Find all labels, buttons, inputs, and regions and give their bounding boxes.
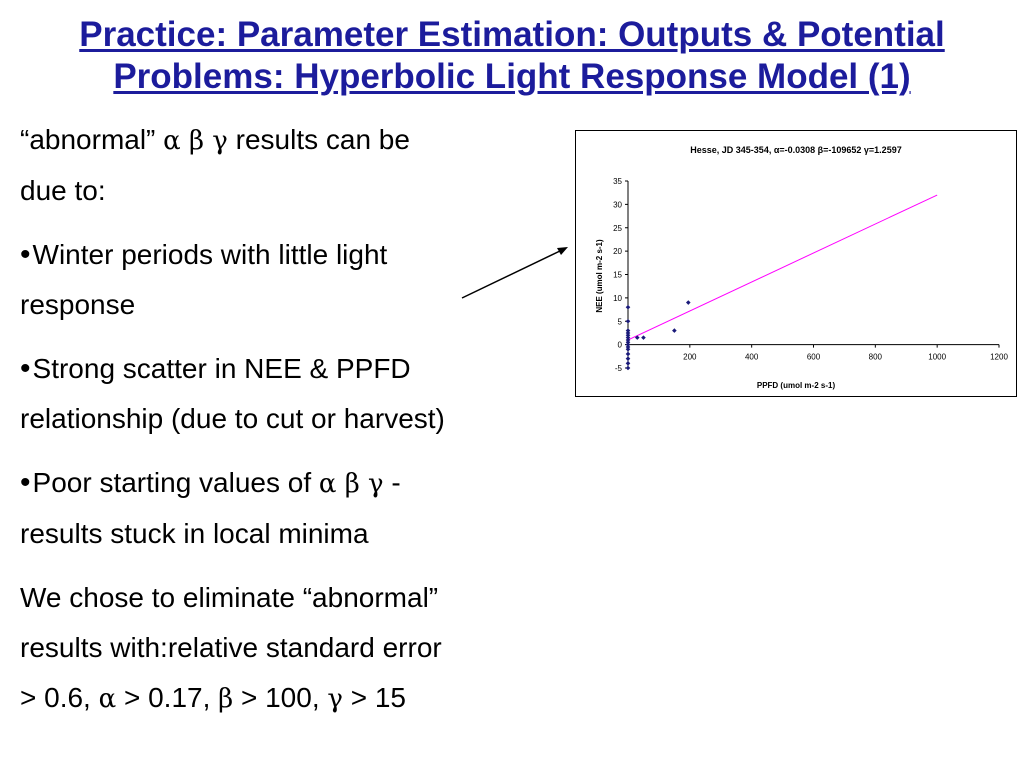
- data-point: [625, 356, 631, 361]
- conclusion-alpha: α: [98, 684, 117, 714]
- x-tick-label: 600: [807, 353, 821, 362]
- conclusion-part-4: > 15: [342, 682, 406, 713]
- nee-ppfd-chart: Hesse, JD 345-354, α=-0.0308 β=-109652 γ…: [575, 130, 1017, 397]
- conclusion-line-2: results with:relative standard error: [20, 632, 442, 663]
- y-tick-label: 10: [613, 294, 622, 303]
- bullet-scatter: •Strong scatter in NEE & PPFD relationsh…: [20, 344, 585, 444]
- bullet-3-line-2: results stuck in local minima: [20, 518, 369, 549]
- bullet-starting-values: •Poor starting values of α β γ - results…: [20, 458, 585, 559]
- chart-x-axis-label: PPFD (umol m-2 s-1): [757, 381, 836, 390]
- chart-y-axis-label: NEE (umol m-2 s-1): [595, 239, 604, 313]
- intro-paragraph: “abnormal” α β γ results can be due to:: [20, 115, 585, 216]
- conclusion-gamma: γ: [327, 684, 343, 714]
- conclusion-paragraph: We chose to eliminate “abnormal” results…: [20, 573, 585, 724]
- x-tick-label: 400: [745, 353, 759, 362]
- bullet-1-line-2: response: [20, 289, 136, 320]
- bullet-3-text-a: Poor starting values of: [32, 467, 319, 498]
- data-point: [625, 365, 631, 371]
- bullet-dot: •: [20, 238, 31, 271]
- bullet-dot: •: [20, 352, 31, 385]
- data-point: [641, 335, 646, 340]
- slide-title: Practice: Parameter Estimation: Outputs …: [0, 14, 1024, 98]
- y-tick-label: 25: [613, 224, 622, 233]
- bullet-dot: •: [20, 466, 31, 499]
- bullet-2-line-2: relationship (due to cut or harvest): [20, 403, 445, 434]
- x-tick-label: 200: [683, 353, 697, 362]
- data-point: [625, 335, 631, 340]
- bullet-3-greek-symbols: α β γ: [318, 469, 384, 499]
- data-point: [625, 304, 631, 310]
- x-tick-label: 1000: [928, 353, 946, 362]
- x-tick-label: 1200: [990, 353, 1008, 362]
- conclusion-part-1: > 0.6,: [20, 682, 99, 713]
- x-tick-label: 800: [869, 353, 883, 362]
- y-tick-label: -5: [615, 364, 623, 373]
- y-tick-label: 35: [613, 177, 622, 186]
- data-point: [625, 361, 631, 366]
- conclusion-part-2: > 0.17,: [116, 682, 219, 713]
- conclusion-part-3: > 100,: [233, 682, 328, 713]
- bullet-winter: •Winter periods with little light respon…: [20, 230, 585, 330]
- conclusion-beta: β: [218, 684, 234, 714]
- intro-text-c: due to:: [20, 175, 106, 206]
- bullet-3-text-b: -: [383, 467, 401, 498]
- y-tick-label: 15: [613, 271, 622, 280]
- title-line-1: Practice: Parameter Estimation: Outputs …: [79, 15, 945, 54]
- y-tick-label: 0: [618, 341, 623, 350]
- chart-marks: -5 0 5 10 15 20 25 30 35 200 400 600 800 1000 1200: [613, 177, 1008, 373]
- chart-svg: Hesse, JD 345-354, α=-0.0308 β=-109652 γ…: [595, 145, 1008, 390]
- bullet-1-line-1: Winter periods with little light: [32, 239, 388, 270]
- data-point: [634, 335, 640, 340]
- data-point: [625, 337, 631, 343]
- chart-title: Hesse, JD 345-354, α=-0.0308 β=-109652 γ…: [690, 145, 901, 155]
- y-tick-label: 5: [618, 317, 623, 326]
- y-tick-label: 20: [613, 247, 622, 256]
- data-point: [625, 347, 631, 352]
- intro-greek-symbols: α β γ: [163, 126, 228, 156]
- fit-line: [627, 194, 938, 341]
- title-line-2: Problems: Hyperbolic Light Response Mode…: [113, 57, 911, 96]
- slide-body: “abnormal” α β γ results can be due to: …: [20, 115, 585, 724]
- data-point: [625, 318, 631, 324]
- conclusion-line-1: We chose to eliminate “abnormal”: [20, 582, 439, 613]
- y-tick-label: 30: [613, 200, 622, 209]
- data-point: [625, 351, 631, 357]
- intro-text-a: “abnormal”: [20, 124, 164, 155]
- intro-text-b: results can be: [227, 124, 410, 155]
- data-point: [672, 328, 677, 333]
- data-point: [685, 300, 691, 305]
- bullet-2-line-1: Strong scatter in NEE & PPFD: [32, 353, 411, 384]
